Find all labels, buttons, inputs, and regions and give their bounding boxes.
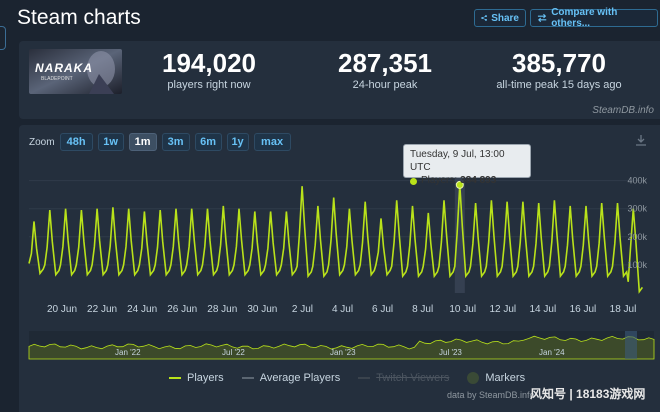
compare-icon [537, 13, 547, 23]
zoom-1m-button[interactable]: 1m [128, 133, 157, 151]
chart-panel: 400k 300k 200k 100k 20 Jun 22 Jun 24 Jun 26 Ju… [19, 125, 660, 412]
download-icon[interactable] [635, 133, 647, 151]
peak-24h-value: 287,351 [338, 48, 432, 78]
x-tick-label: 24 Jun [127, 304, 157, 315]
stat-all-time-peak: 385,770 all-time peak 15 days ago [489, 48, 629, 92]
chart-legend: Players Average Players Twitch Viewers M… [169, 372, 543, 384]
tooltip-date: Tuesday, 9 Jul, 13:00 UTC [410, 149, 505, 173]
x-tick-label: 28 Jun [207, 304, 237, 315]
x-tick-label: 8 Jul [412, 304, 433, 315]
tooltip-series: Players: [421, 175, 458, 186]
players-chart[interactable]: 400k 300k 200k 100k 20 Jun 22 Jun 24 Jun 26 Ju… [19, 125, 660, 412]
zoom-max-button[interactable]: max [253, 133, 291, 151]
stat-players-now: 194,020 players right now [149, 48, 269, 92]
players-now-label: players right now [167, 79, 251, 91]
peak-all-value: 385,770 [512, 48, 606, 78]
zoom-label: Zoom [29, 136, 55, 148]
page-title: Steam charts [17, 6, 141, 29]
zoom-48h-button[interactable]: 48h [59, 133, 93, 151]
game-logo-text: NARAKA [35, 61, 93, 75]
chart-tooltip: Tuesday, 9 Jul, 13:00 UTC Players: 384 89… [403, 144, 531, 186]
navigator-label: Jan '24 [539, 348, 565, 357]
players-now-value: 194,020 [162, 48, 256, 78]
share-button[interactable]: Share [474, 9, 526, 27]
legend-average-label: Average Players [259, 372, 341, 384]
legend-twitch[interactable]: Twitch Viewers [358, 372, 449, 384]
legend-twitch-swatch [358, 377, 371, 379]
navigator-label: Jul '23 [439, 348, 462, 357]
legend-players-swatch [169, 377, 181, 379]
peak-24h-label: 24-hour peak [352, 79, 418, 91]
game-thumbnail[interactable]: NARAKA BLADEPOINT [29, 49, 122, 94]
navigator-label: Jan '23 [330, 348, 356, 357]
zoom-1y-button[interactable]: 1y [226, 133, 249, 151]
navigator-label: Jan '22 [115, 348, 141, 357]
x-tick-label: 22 Jun [87, 304, 117, 315]
stats-panel: NARAKA BLADEPOINT 194,020 players right … [19, 41, 660, 119]
hover-band [454, 167, 465, 293]
x-tick-label: 20 Jun [47, 304, 77, 315]
legend-average[interactable]: Average Players [241, 372, 341, 384]
x-tick-label: 30 Jun [247, 304, 277, 315]
zoom-6m-button[interactable]: 6m [194, 133, 222, 151]
x-tick-label: 16 Jul [570, 304, 597, 315]
legend-players-label: Players [187, 372, 224, 384]
y-tick-label: 300k [627, 204, 647, 214]
compare-label: Compare with others... [551, 7, 618, 29]
watermark: 风知号 | 18183游戏网 [530, 387, 646, 401]
stat-24h-peak: 287,351 24-hour peak [325, 48, 445, 92]
highlight-point [455, 180, 464, 189]
legend-average-swatch [241, 377, 254, 379]
navigator-label: Jul '22 [222, 348, 245, 357]
zoom-controls: Zoom 48h 1w 1m 3m 6m 1y max [29, 133, 296, 151]
legend-twitch-label: Twitch Viewers [376, 372, 450, 384]
share-label: Share [491, 12, 519, 24]
x-tick-label: 18 Jul [610, 304, 637, 315]
navigator-series [28, 335, 655, 360]
zoom-1w-button[interactable]: 1w [97, 133, 124, 151]
x-tick-label: 14 Jul [530, 304, 557, 315]
tooltip-value: 384 893 [460, 175, 497, 186]
legend-markers-label: Markers [485, 372, 526, 384]
navigator: Jan '22 Jul '22 Jan '23 Jul '23 Jan '24 [28, 331, 655, 360]
x-tick-label: 4 Jul [332, 304, 353, 315]
x-tick-label: 12 Jul [489, 304, 516, 315]
legend-markers-swatch [467, 372, 480, 384]
share-icon [481, 15, 487, 21]
navigator-window[interactable] [625, 331, 637, 359]
zoom-3m-button[interactable]: 3m [161, 133, 190, 151]
data-credit: data by SteamDB.info [447, 390, 535, 400]
source-tag: SteamDB.info [592, 105, 654, 116]
x-tick-label: 10 Jul [449, 304, 476, 315]
tooltip-series-dot [410, 177, 417, 185]
peak-all-label: all-time peak 15 days ago [496, 79, 622, 91]
legend-markers[interactable]: Markers [467, 372, 525, 384]
players-series-line [28, 184, 644, 294]
game-logo-sub: BLADEPOINT [41, 76, 73, 82]
y-tick-label: 200k [627, 232, 647, 242]
sidebar-toggle[interactable] [0, 26, 6, 50]
y-tick-label: 100k [627, 260, 647, 270]
compare-button[interactable]: Compare with others... [530, 7, 658, 29]
legend-players[interactable]: Players [169, 372, 224, 384]
x-tick-label: 6 Jul [372, 304, 393, 315]
y-tick-label: 400k [627, 176, 647, 186]
x-tick-label: 26 Jun [167, 304, 197, 315]
x-tick-label: 2 Jul [292, 304, 313, 315]
